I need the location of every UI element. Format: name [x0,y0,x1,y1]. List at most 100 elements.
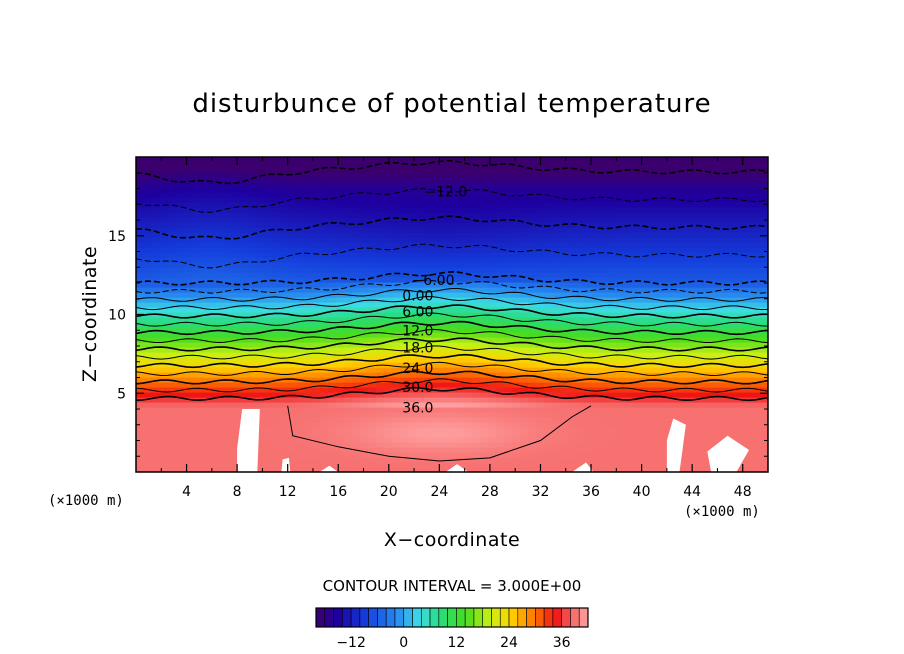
field-cell [312,162,321,168]
field-cell [736,297,745,303]
field-cell [496,232,505,238]
field-cell [608,312,617,318]
field-cell [400,187,409,193]
field-cell [184,377,193,383]
field-cell [368,232,377,238]
field-cell [640,392,649,398]
field-cell [552,427,561,433]
field-cell [304,402,313,408]
field-cell [760,207,768,213]
field-cell [736,237,745,243]
field-cell [424,452,433,458]
field-cell [448,232,457,238]
field-cell [336,337,345,343]
field-cell [216,387,225,393]
field-cell [272,447,281,453]
field-cell [136,317,145,323]
field-cell [328,167,337,173]
field-cell [744,292,753,298]
field-cell [224,332,233,338]
field-cell [304,262,313,268]
field-cell [280,432,289,438]
field-cell [720,252,729,258]
field-cell [512,452,521,458]
field-cell [576,427,585,433]
field-cell [592,407,601,413]
field-cell [640,202,649,208]
field-cell [512,172,521,178]
field-cell [624,442,633,448]
field-cell [256,367,265,373]
field-cell [328,252,337,258]
field-cell [288,157,297,163]
field-cell [384,182,393,188]
field-cell [328,417,337,423]
field-cell [488,417,497,423]
field-cell [144,392,153,398]
field-cell [744,307,753,313]
field-cell [736,227,745,233]
field-cell [712,217,721,223]
field-cell [464,262,473,268]
field-cell [632,247,641,253]
field-cell [640,462,649,468]
field-cell [200,427,209,433]
field-cell [656,402,665,408]
field-cell [264,437,273,443]
field-cell [592,462,601,468]
field-cell [616,337,625,343]
field-cell [472,457,481,463]
field-cell [232,157,241,163]
field-cell [600,237,609,243]
field-cell [416,332,425,338]
field-cell [224,452,233,458]
field-cell [360,207,369,213]
field-cell [152,197,161,203]
field-cell [680,187,689,193]
field-cell [400,402,409,408]
field-cell [264,317,273,323]
field-cell [744,157,753,163]
field-cell [664,422,673,428]
field-cell [680,467,689,472]
field-cell [320,427,329,433]
field-cell [504,242,513,248]
field-cell [336,232,345,238]
field-cell [200,187,209,193]
field-cell [408,447,417,453]
field-cell [392,452,401,458]
field-cell [416,357,425,363]
field-cell [464,192,473,198]
field-cell [688,362,697,368]
field-cell [304,252,313,258]
field-cell [240,187,249,193]
field-cell [440,162,449,168]
field-cell [744,432,753,438]
field-cell [560,297,569,303]
field-cell [328,347,337,353]
field-cell [456,297,465,303]
field-cell [616,192,625,198]
field-cell [288,297,297,303]
field-cell [472,317,481,323]
field-cell [168,397,177,403]
field-cell [704,202,713,208]
field-cell [160,282,169,288]
field-cell [656,357,665,363]
field-cell [648,432,657,438]
field-cell [464,212,473,218]
field-cell [424,397,433,403]
field-cell [248,282,257,288]
field-cell [632,172,641,178]
field-cell [552,257,561,263]
field-cell [664,272,673,278]
field-cell [272,237,281,243]
field-cell [536,207,545,213]
field-cell [752,427,761,433]
field-cell [704,447,713,453]
field-cell [632,212,641,218]
field-cell [456,272,465,278]
field-cell [160,257,169,263]
field-cell [656,432,665,438]
field-cell [744,362,753,368]
